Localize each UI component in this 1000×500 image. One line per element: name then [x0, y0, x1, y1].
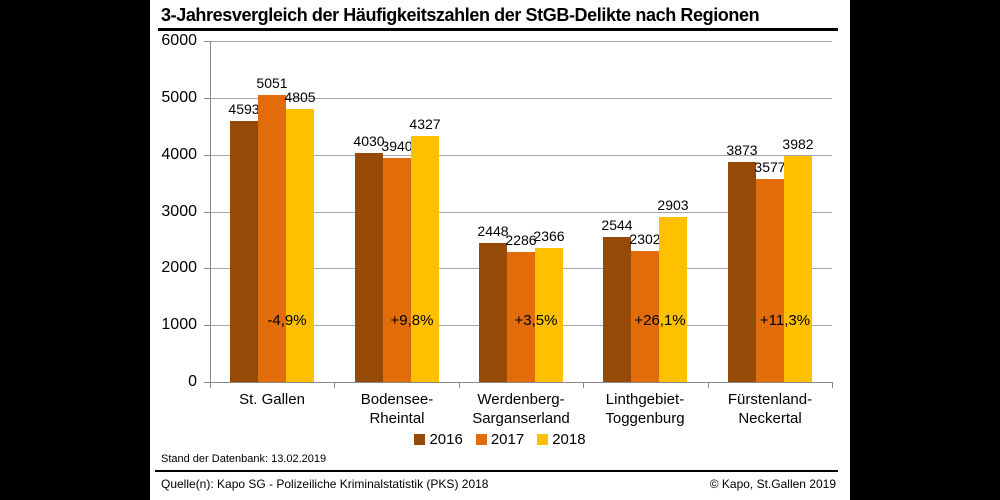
chart-legend: 2016 2017 2018 — [150, 430, 850, 448]
bar — [603, 237, 631, 382]
y-axis-tick — [204, 155, 210, 156]
bar — [383, 158, 411, 382]
bar-value-label: 4030 — [353, 133, 385, 149]
x-axis-tick — [459, 382, 460, 388]
legend-item: 2017 — [475, 430, 525, 448]
bar-value-label: 2903 — [657, 197, 689, 213]
legend-label: 2017 — [490, 430, 525, 448]
bar-value-label: 2366 — [533, 228, 565, 244]
y-axis-tick — [204, 212, 210, 213]
x-axis-tick — [583, 382, 584, 388]
bar-value-label: 3940 — [381, 138, 413, 154]
category-label: Bodensee- Rheintal — [360, 391, 434, 427]
bar — [355, 153, 383, 382]
bar — [756, 179, 784, 382]
title-underline — [158, 28, 838, 31]
category-label: Linthgebiet- Toggenburg — [605, 391, 685, 427]
percent-change-label: +11,3% — [759, 312, 811, 329]
bar — [411, 136, 439, 382]
y-axis-tick — [204, 382, 210, 383]
bar — [286, 109, 314, 382]
bar-value-label: 4327 — [409, 116, 441, 132]
bar-value-label: 2286 — [505, 232, 537, 248]
legend-swatch-icon — [475, 433, 487, 445]
bar-value-label: 5051 — [256, 75, 288, 91]
bar — [535, 248, 563, 382]
chart-panel: 3-Jahresvergleich der Häufigkeitszahlen … — [150, 0, 850, 500]
bar-value-label: 4593 — [228, 101, 260, 117]
y-axis-label: 1000 — [161, 316, 197, 333]
y-axis-tick — [204, 268, 210, 269]
bar — [479, 243, 507, 382]
x-axis-tick — [832, 382, 833, 388]
legend-item: 2016 — [414, 430, 463, 448]
bar-value-label: 3873 — [726, 142, 758, 158]
bar-value-label: 4805 — [284, 89, 316, 105]
y-axis-label: 3000 — [161, 203, 197, 220]
bar — [230, 121, 258, 382]
x-axis-line — [210, 382, 833, 383]
y-axis-tick — [204, 98, 210, 99]
source-text: Quelle(n): Kapo SG - Polizeiliche Krimin… — [161, 477, 489, 491]
y-axis-label: 5000 — [161, 89, 197, 106]
x-axis-tick — [210, 382, 211, 388]
grid-line — [210, 212, 832, 213]
bar — [784, 156, 812, 382]
y-axis-label: 6000 — [161, 32, 197, 49]
bar — [507, 252, 535, 382]
percent-change-label: -4,9% — [267, 312, 307, 329]
bar-value-label: 3982 — [782, 136, 814, 152]
bar — [631, 251, 659, 382]
y-axis-label: 0 — [188, 373, 197, 390]
legend-label: 2018 — [552, 430, 586, 448]
footer-divider — [155, 470, 838, 472]
copyright-text: © Kapo, St.Gallen 2019 — [709, 477, 836, 491]
database-status-text: Stand der Datenbank: 13.02.2019 — [161, 453, 327, 465]
legend-item: 2018 — [537, 430, 586, 448]
grid-line — [210, 98, 832, 99]
percent-change-label: +9,8% — [390, 312, 434, 329]
category-label: Fürstenland- Neckertal — [727, 391, 813, 427]
bar-value-label: 2302 — [629, 231, 661, 247]
x-axis-tick — [334, 382, 335, 388]
y-axis-tick — [204, 325, 210, 326]
grid-line — [210, 155, 832, 156]
y-axis-line — [210, 41, 211, 383]
chart-title: 3-Jahresvergleich der Häufigkeitszahlen … — [161, 5, 760, 25]
legend-swatch-icon — [414, 433, 426, 445]
legend-swatch-icon — [537, 433, 549, 445]
bar-value-label: 2448 — [477, 223, 509, 239]
bar — [728, 162, 756, 382]
y-axis-label: 2000 — [161, 259, 197, 276]
percent-change-label: +3,5% — [514, 312, 558, 329]
legend-label: 2016 — [429, 430, 463, 448]
grid-line — [210, 41, 832, 42]
x-axis-tick — [708, 382, 709, 388]
bar — [258, 95, 286, 382]
category-label: Werdenberg- Sarganserland — [472, 391, 570, 427]
bar — [659, 217, 687, 382]
bar-chart-plot-area: 0 1000 2000 3000 4000 5000 6000 4593 5051 4805 -4,… — [150, 0, 850, 460]
percent-change-label: +26,1% — [634, 312, 686, 329]
bar-value-label: 2544 — [601, 217, 633, 233]
category-label: St. Gallen — [239, 391, 305, 408]
y-axis-tick — [204, 41, 210, 42]
bar-value-label: 3577 — [754, 159, 786, 175]
y-axis-label: 4000 — [161, 146, 197, 163]
